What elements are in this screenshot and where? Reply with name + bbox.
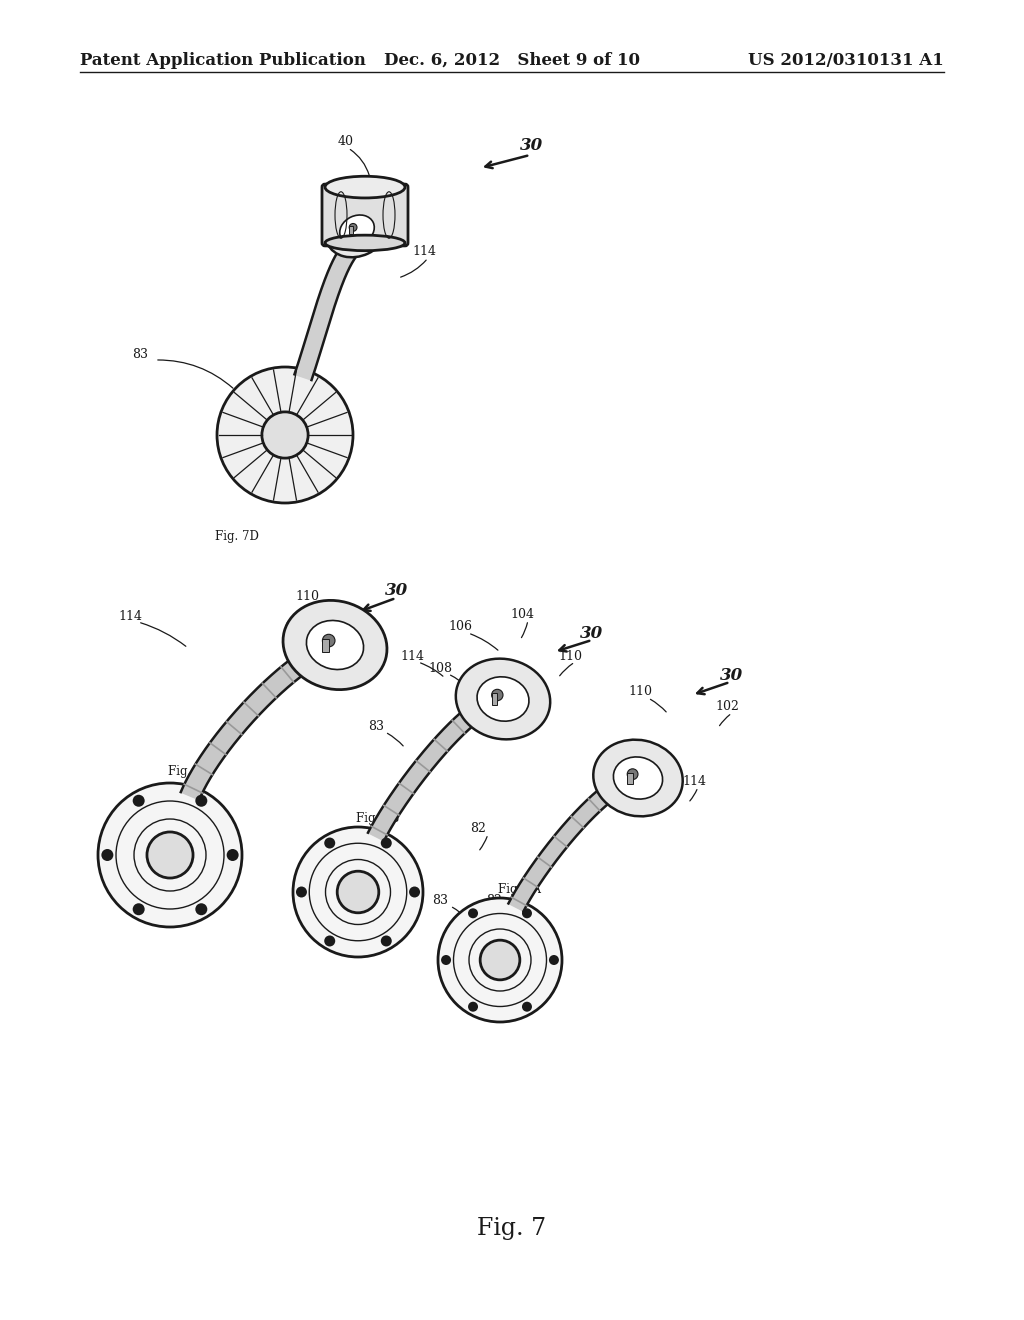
- Polygon shape: [368, 701, 485, 841]
- Circle shape: [226, 849, 239, 861]
- Text: Patent Application Publication: Patent Application Publication: [80, 51, 366, 69]
- Text: 83: 83: [132, 348, 148, 360]
- Bar: [349, 226, 353, 234]
- Text: Fig. 7: Fig. 7: [477, 1217, 547, 1239]
- Circle shape: [337, 871, 379, 913]
- Circle shape: [133, 795, 144, 807]
- Ellipse shape: [325, 235, 406, 251]
- Text: 82: 82: [486, 894, 502, 907]
- Ellipse shape: [340, 215, 375, 246]
- Circle shape: [349, 223, 357, 231]
- Circle shape: [325, 936, 335, 946]
- Ellipse shape: [477, 677, 529, 721]
- Ellipse shape: [283, 601, 387, 689]
- Circle shape: [480, 940, 520, 979]
- Text: Dec. 6, 2012   Sheet 9 of 10: Dec. 6, 2012 Sheet 9 of 10: [384, 51, 640, 69]
- Circle shape: [147, 832, 194, 878]
- Circle shape: [468, 1002, 478, 1011]
- Circle shape: [293, 828, 423, 957]
- Circle shape: [133, 903, 144, 915]
- Circle shape: [438, 898, 562, 1022]
- Text: 104: 104: [510, 609, 534, 620]
- Text: Fig. 7B: Fig. 7B: [356, 812, 399, 825]
- Circle shape: [196, 903, 207, 915]
- Text: 110: 110: [558, 649, 582, 663]
- Text: 83: 83: [432, 894, 449, 907]
- Circle shape: [441, 954, 451, 965]
- Polygon shape: [509, 781, 620, 911]
- Text: 114: 114: [400, 649, 424, 663]
- Text: 110: 110: [295, 590, 319, 603]
- Text: 40: 40: [338, 135, 354, 148]
- Circle shape: [522, 908, 532, 919]
- Text: 110: 110: [628, 685, 652, 698]
- Ellipse shape: [326, 203, 388, 257]
- Circle shape: [522, 1002, 532, 1011]
- Text: 114: 114: [412, 246, 436, 257]
- Text: Fig. 7C: Fig. 7C: [168, 766, 212, 777]
- Circle shape: [296, 887, 307, 898]
- Circle shape: [323, 635, 335, 647]
- Ellipse shape: [593, 739, 683, 816]
- Circle shape: [468, 908, 478, 919]
- Text: Fig. 7D: Fig. 7D: [215, 531, 259, 543]
- Circle shape: [98, 783, 242, 927]
- Text: 114: 114: [682, 775, 706, 788]
- Circle shape: [492, 689, 503, 701]
- Polygon shape: [295, 238, 360, 380]
- Circle shape: [409, 887, 420, 898]
- Ellipse shape: [613, 756, 663, 799]
- Circle shape: [381, 936, 392, 946]
- Text: 108: 108: [428, 663, 452, 675]
- Text: 30: 30: [720, 667, 743, 684]
- Text: 106: 106: [449, 620, 472, 634]
- Text: Fig. 7A: Fig. 7A: [498, 883, 541, 896]
- Text: US 2012/0310131 A1: US 2012/0310131 A1: [749, 51, 944, 69]
- Text: 30: 30: [580, 624, 603, 642]
- Ellipse shape: [306, 620, 364, 669]
- Ellipse shape: [325, 177, 406, 198]
- FancyBboxPatch shape: [322, 183, 408, 246]
- Text: 83: 83: [368, 719, 384, 733]
- Ellipse shape: [456, 659, 550, 739]
- Text: 30: 30: [385, 582, 409, 599]
- Text: 82: 82: [470, 822, 485, 836]
- Circle shape: [381, 837, 392, 849]
- Circle shape: [217, 367, 353, 503]
- Bar: [323, 639, 329, 652]
- Bar: [627, 772, 633, 784]
- Circle shape: [549, 954, 559, 965]
- Circle shape: [325, 837, 335, 849]
- Circle shape: [196, 795, 207, 807]
- Text: 30: 30: [520, 137, 544, 154]
- Text: 102: 102: [715, 700, 739, 713]
- Circle shape: [262, 412, 308, 458]
- Polygon shape: [181, 649, 315, 800]
- Circle shape: [627, 768, 638, 780]
- Text: 114: 114: [118, 610, 142, 623]
- Bar: [492, 693, 498, 705]
- Text: 96: 96: [390, 190, 406, 203]
- Circle shape: [101, 849, 114, 861]
